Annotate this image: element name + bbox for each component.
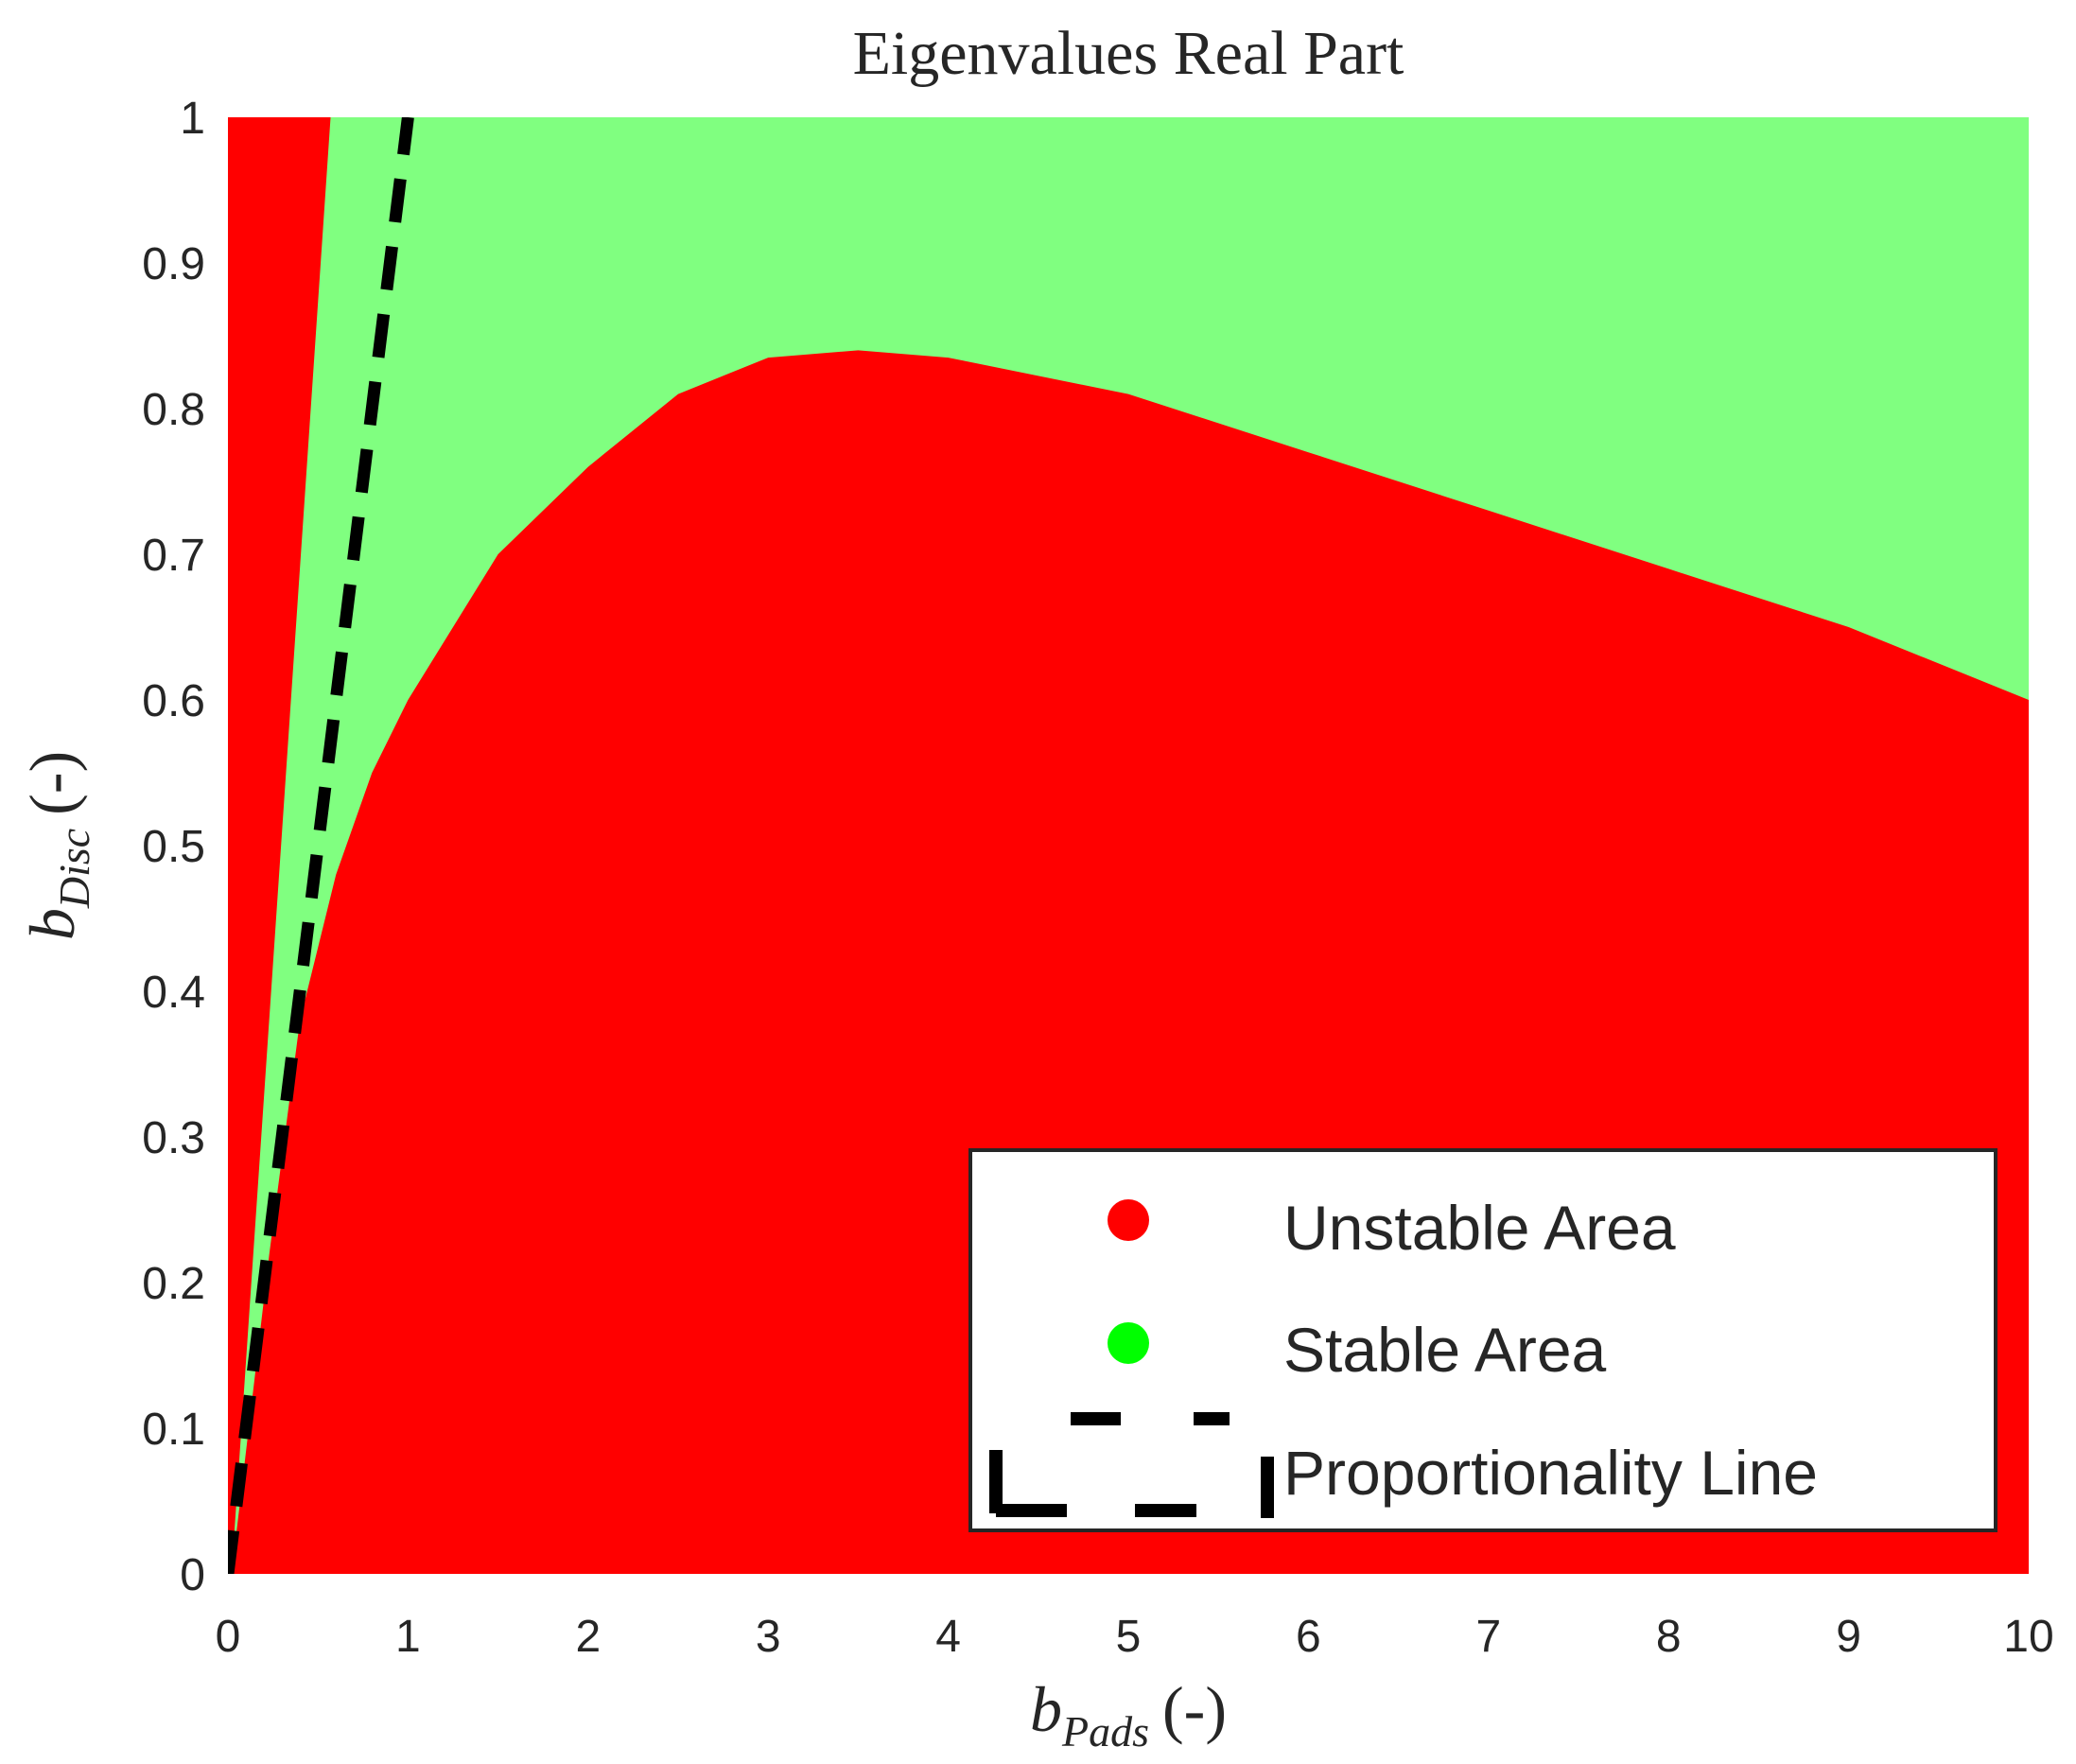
y-tick-label: 0.8: [142, 385, 205, 435]
x-tick-label: 9: [1836, 1612, 1861, 1662]
y-tick-label: 1: [180, 94, 205, 144]
chart-title: Eigenvalues Real Part: [853, 19, 1404, 88]
legend-label-proportionality-line: Proportionality Line: [1283, 1438, 1818, 1508]
y-axis: 0 0.1 0.2 0.3 0.4 0.5 0.6 0.7 0.8 0.9 1: [142, 94, 205, 1600]
x-tick-label: 7: [1475, 1612, 1501, 1662]
y-tick-label: 0.6: [142, 676, 205, 726]
x-tick-label: 8: [1656, 1612, 1682, 1662]
y-tick-label: 0.4: [142, 968, 205, 1018]
y-tick-label: 0.5: [142, 822, 205, 872]
x-tick-label: 5: [1116, 1612, 1142, 1662]
y-tick-label: 0.1: [142, 1405, 205, 1455]
y-tick-label: 0.3: [142, 1113, 205, 1163]
x-tick-label: 6: [1296, 1612, 1321, 1662]
y-tick-label: 0: [180, 1550, 205, 1600]
x-tick-label: 1: [395, 1612, 421, 1662]
legend-label-unstable: Unstable Area: [1283, 1193, 1676, 1263]
x-tick-label: 0: [216, 1612, 241, 1662]
x-tick-label: 10: [2003, 1612, 2053, 1662]
y-tick-label: 0.2: [142, 1259, 205, 1309]
proportionality-line: [228, 117, 414, 1574]
x-tick-label: 3: [756, 1612, 781, 1662]
y-axis-label: bDisc(-): [16, 751, 98, 940]
x-axis: 0 1 2 3 4 5 6 7 8 9 10: [216, 1612, 2054, 1662]
y-tick-label: 0.7: [142, 531, 205, 581]
y-tick-label: 0.9: [142, 239, 205, 289]
x-axis-label: bPads (-): [1030, 1673, 1227, 1755]
legend-marker-stable: [1108, 1322, 1149, 1364]
legend-marker-proportionality-line: [989, 1412, 1274, 1518]
x-tick-label: 4: [935, 1612, 961, 1662]
legend-marker-unstable: [1108, 1199, 1149, 1241]
legend: Unstable Area Stable Area Proportionalit…: [968, 1148, 1997, 1532]
stable-area-region: [231, 117, 2029, 1574]
legend-label-stable: Stable Area: [1283, 1315, 1607, 1385]
x-tick-label: 2: [575, 1612, 601, 1662]
